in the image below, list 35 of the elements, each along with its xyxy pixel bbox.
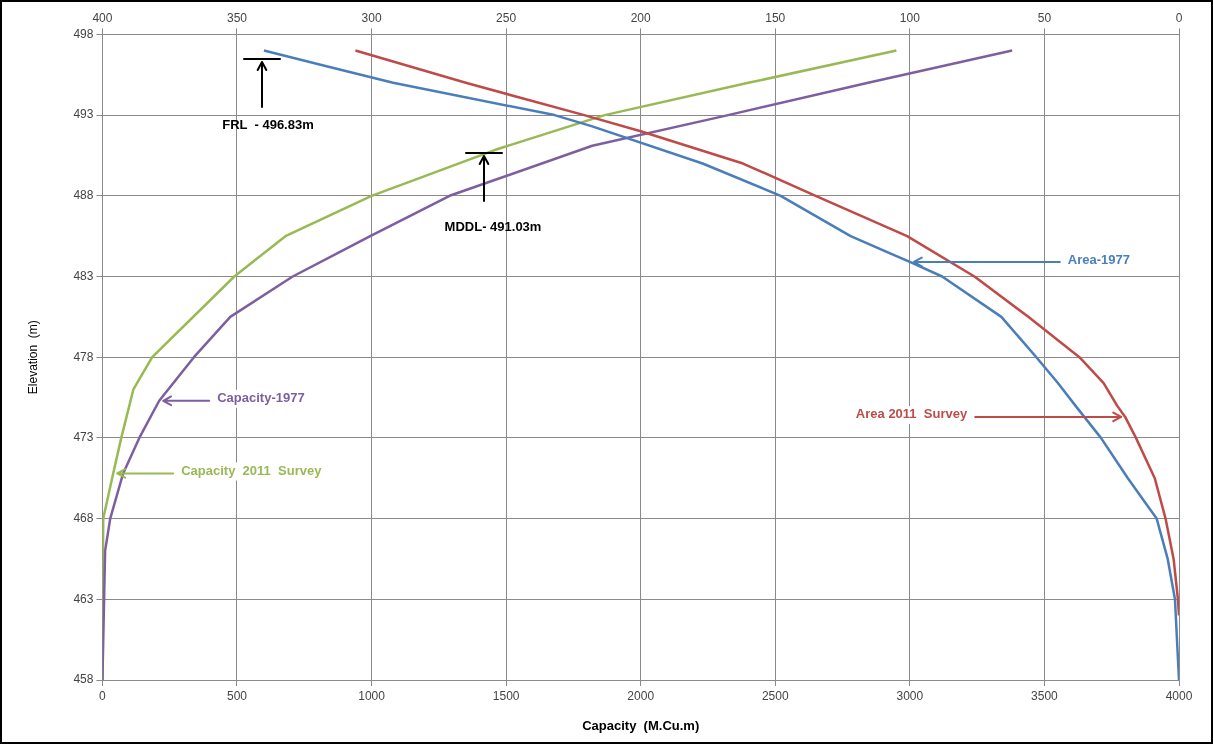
- y-tick-label: 488: [73, 188, 94, 203]
- text: Area-1977: [1067, 251, 1131, 267]
- x2-tick-label: 0: [1175, 10, 1183, 25]
- y-tick-label: 473: [73, 430, 94, 445]
- y-tick-label: 498: [73, 26, 94, 41]
- legend-label: Capacity 2011 Survey: [181, 462, 323, 478]
- annotation: MDDL- 491.03m: [444, 218, 542, 234]
- x2-tick-label: 350: [226, 10, 248, 25]
- x-tick-label: 2000: [627, 688, 655, 703]
- x-tick-label: 500: [226, 688, 248, 703]
- x2-tick-label: 400: [92, 10, 113, 25]
- x-tick-label: 3500: [1031, 688, 1059, 703]
- x-tick-label: 3000: [896, 688, 924, 703]
- y-tick-label: 493: [73, 107, 94, 122]
- x-tick-label: 4000: [1165, 688, 1193, 703]
- x-axis-title: Capacity (M.Cu.m): [582, 717, 700, 733]
- annotation: FRL - 496.83m: [222, 116, 314, 132]
- x2-tick-label: 200: [630, 10, 652, 25]
- x2-tick-label: 250: [496, 10, 517, 25]
- x2-tick-label: 300: [361, 10, 382, 25]
- x-tick-label: 1000: [358, 688, 386, 703]
- x2-tick-label: 100: [899, 10, 921, 25]
- y-tick-label: 463: [73, 591, 94, 606]
- y-tick-label: 458: [73, 672, 94, 687]
- x-tick-label: 0: [99, 688, 107, 703]
- y-tick-label: 478: [73, 349, 94, 364]
- y-tick-label: 468: [73, 510, 94, 525]
- x2-tick-label: 50: [1037, 10, 1052, 25]
- x-tick-label: 2500: [761, 688, 789, 703]
- x-tick-label: 1500: [492, 688, 520, 703]
- y-axis-title: Elevation (m): [25, 320, 40, 395]
- text: Area 2011 Survey: [855, 406, 968, 422]
- legend-label: Capacity-1977: [217, 390, 305, 406]
- x2-tick-label: 150: [765, 10, 786, 25]
- y-tick-label: 483: [73, 268, 94, 283]
